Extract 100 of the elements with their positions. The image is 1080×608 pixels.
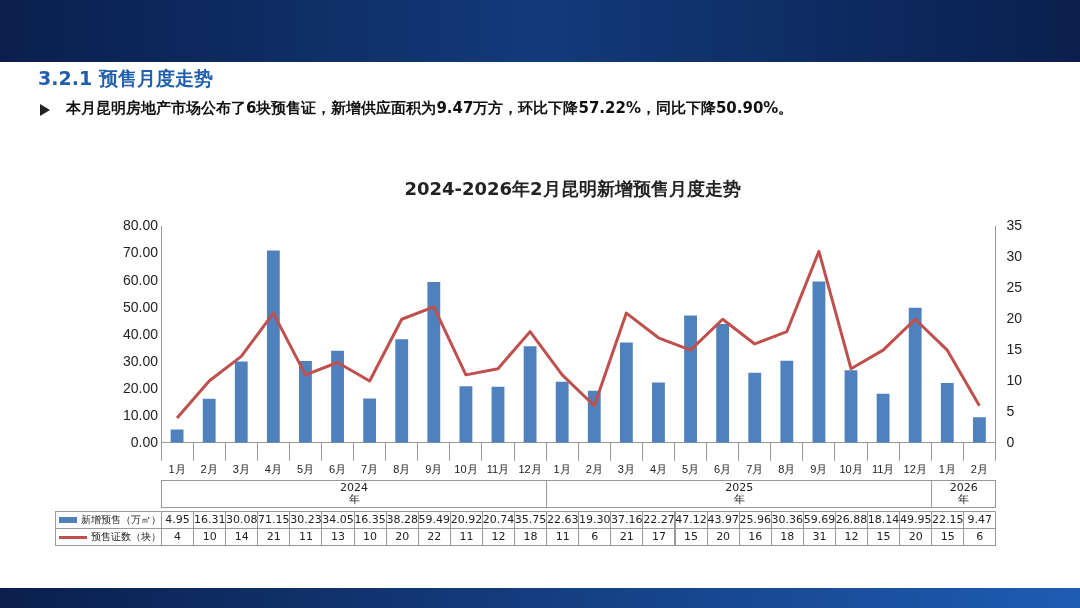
y2-tick-label: 25 — [1006, 279, 1023, 296]
x-tick-label: 6月 — [714, 463, 732, 476]
bar — [652, 382, 665, 443]
x-tick-label: 3月 — [617, 463, 635, 476]
y2-tick-label: 10 — [1006, 371, 1023, 388]
bar — [844, 370, 858, 443]
y2-tick-label: 0 — [1006, 433, 1015, 450]
bar — [427, 282, 441, 443]
bar — [876, 393, 890, 443]
data-label: 18 — [770, 528, 804, 546]
bar — [780, 360, 794, 443]
data-label: 34.05 — [321, 511, 355, 529]
data-label: 35.75 — [514, 511, 548, 529]
data-label: 22.15 — [931, 511, 965, 529]
data-label: 30.23 — [289, 511, 323, 529]
bar — [299, 361, 312, 443]
data-label: 11 — [546, 528, 580, 546]
data-label: 25.96 — [738, 511, 772, 529]
bar — [716, 323, 730, 443]
data-label: 10 — [193, 528, 227, 546]
data-label: 11 — [289, 528, 323, 546]
text: 本月昆明房地产市场公布了6块预售证，新增供应面积为9.47万方，环比下降57.22%，同比下降50.90%。 — [66, 99, 794, 118]
data-label: 20 — [385, 528, 419, 546]
text: 2026 年 — [931, 480, 997, 508]
legend-label: 新增预售（万㎡） — [81, 514, 162, 526]
bar — [202, 398, 216, 443]
x-tick-label: 8月 — [393, 463, 411, 476]
data-label: 14 — [225, 528, 259, 546]
data-label: 22.27 — [642, 511, 676, 529]
data-label: 71.15 — [257, 511, 291, 529]
data-label: 12 — [481, 528, 516, 546]
bar — [266, 250, 280, 443]
data-label: 38.28 — [385, 511, 419, 529]
bar — [940, 382, 954, 443]
bar — [395, 339, 409, 443]
bar — [234, 361, 248, 443]
data-label: 20.74 — [481, 511, 516, 529]
x-tick-label: 5月 — [681, 463, 700, 476]
x-tick-label: 10月 — [839, 463, 863, 476]
data-label: 22.63 — [546, 511, 580, 529]
bar — [523, 346, 537, 443]
x-tick-label: 9月 — [810, 463, 828, 476]
data-label: 6 — [963, 528, 997, 546]
x-tick-label: 2月 — [970, 463, 988, 476]
x-tick-label: 10月 — [454, 463, 478, 476]
data-label: 47.12 — [674, 511, 708, 529]
data-label: 30.08 — [225, 511, 259, 529]
data-label: 10 — [353, 528, 387, 546]
data-label: 22 — [417, 528, 451, 546]
data-label: 9.47 — [963, 511, 997, 529]
data-label: 4 — [161, 528, 195, 546]
y-tick-label: 0.00 — [130, 433, 159, 450]
bar — [619, 342, 633, 443]
x-tick-label: 12月 — [903, 463, 927, 476]
x-tick-label: 1月 — [553, 463, 571, 476]
data-label: 59.49 — [417, 511, 451, 529]
bar — [908, 307, 922, 443]
y2-tick-label: 35 — [1006, 217, 1023, 234]
y-tick-label: 30.00 — [122, 352, 159, 369]
y-tick-label: 50.00 — [122, 298, 159, 315]
data-label: 15 — [867, 528, 901, 546]
data-label: 49.95 — [899, 511, 933, 529]
bar — [170, 429, 184, 443]
y2-tick-label: 30 — [1006, 248, 1023, 265]
data-label: 20 — [706, 528, 740, 546]
x-tick-label: 3月 — [232, 463, 250, 476]
text: 3.2.1 预售月度走势 — [38, 66, 213, 91]
y-tick-label: 80.00 — [122, 217, 159, 234]
x-tick-label: 5月 — [296, 463, 315, 476]
x-tick-label: 8月 — [778, 463, 796, 476]
data-label: 18.14 — [867, 511, 901, 529]
chart-title: 2024-2026年2月昆明新增预售月度走势 — [404, 178, 741, 200]
x-tick-label: 6月 — [328, 463, 347, 476]
data-label: 11 — [449, 528, 483, 546]
bar — [331, 350, 344, 443]
y2-tick-label: 15 — [1006, 341, 1023, 357]
data-label: 30.36 — [770, 511, 804, 529]
data-label: 6 — [578, 528, 612, 546]
x-tick-label: 2月 — [200, 463, 218, 476]
data-label: 59.69 — [802, 511, 836, 529]
x-tick-label: 2月 — [585, 463, 603, 476]
text: 2025 年 — [546, 480, 933, 508]
y-tick-label: 10.00 — [122, 406, 159, 423]
bar — [363, 398, 377, 443]
x-tick-label: 4月 — [264, 463, 282, 476]
bar — [459, 386, 473, 443]
x-tick-label: 1月 — [938, 463, 956, 476]
data-label: 19.30 — [578, 511, 612, 529]
data-label: 16 — [738, 528, 772, 546]
x-tick-label: 7月 — [746, 463, 764, 476]
data-label: 16.35 — [353, 511, 387, 529]
y-tick-label: 70.00 — [122, 244, 159, 261]
bar — [491, 386, 505, 443]
bar — [748, 372, 762, 443]
x-tick-label: 12月 — [518, 463, 542, 476]
data-label: 20.92 — [449, 511, 483, 529]
y2-tick-label: 20 — [1006, 310, 1023, 327]
data-label: 12 — [834, 528, 869, 546]
text: 2024 年 — [161, 480, 548, 508]
x-tick-label: 11月 — [871, 463, 895, 476]
